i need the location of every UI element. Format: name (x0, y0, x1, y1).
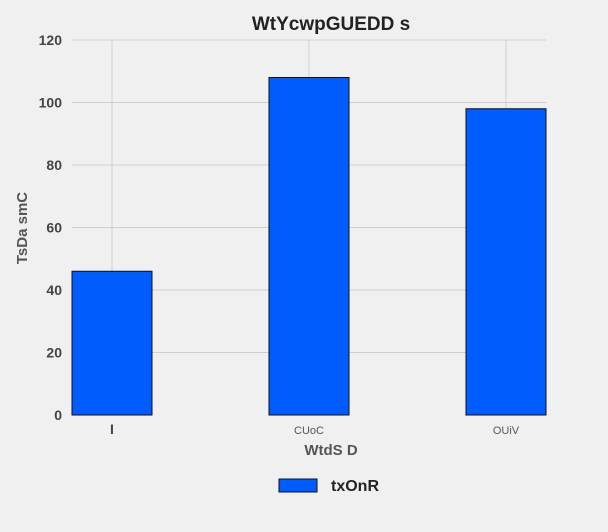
y-tick-label: 0 (54, 407, 62, 423)
legend-swatch-txOnR (278, 478, 318, 493)
y-tick-label: 40 (46, 282, 62, 298)
y-tick-label: 20 (46, 345, 62, 361)
bar-I (71, 270, 153, 416)
y-axis-label: TsDa smC (14, 192, 31, 264)
y-tick-label: 80 (46, 157, 62, 173)
bars (71, 77, 547, 416)
x-tick-label: CUoC (294, 425, 324, 437)
legend: txOnR (278, 478, 379, 495)
x-tick-label: I (110, 421, 114, 437)
bar-OUiV (465, 108, 547, 416)
bar-CUoC (268, 77, 350, 416)
chart-title: WtYcwpGUEDD s (252, 14, 410, 35)
x-axis-label: WtdS D (304, 442, 357, 459)
legend-label-txOnR: txOnR (331, 478, 379, 495)
y-tick-label: 120 (39, 32, 63, 48)
y-tick-label: 100 (39, 95, 63, 111)
y-tick-label: 60 (46, 220, 62, 236)
y-axis-ticks: 0 20 40 60 80 100 120 (39, 32, 63, 423)
x-axis-ticks: I CUoC OUiV (110, 421, 520, 437)
x-tick-label: OUiV (493, 425, 520, 437)
